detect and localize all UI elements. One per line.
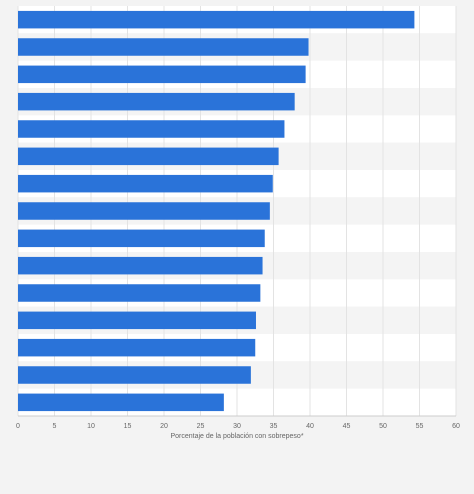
bar [18,256,263,275]
x-tick-label: 10 [87,423,95,430]
x-tick-label: 55 [416,423,424,430]
x-tick-label: 25 [197,423,205,430]
bar [18,38,309,56]
x-tick-label: 0 [16,423,20,430]
bar [18,284,261,302]
bar [18,393,224,412]
x-tick-label: 5 [53,423,57,430]
bar [18,311,256,330]
x-tick-label: 45 [343,423,351,430]
bar [18,338,256,357]
bars-group [18,10,415,412]
bar [18,65,306,84]
bar [18,174,273,193]
bar [18,120,285,138]
x-axis-ticks: 0 5 10 15 20 25 30 35 40 45 50 55 60 [16,423,460,430]
bar [18,92,295,111]
x-tick-label: 60 [452,423,460,430]
bar [18,366,251,384]
bar [18,202,270,220]
x-tick-label: 20 [160,423,168,430]
bar [18,147,279,166]
x-tick-label: 40 [306,423,314,430]
x-tick-label: 30 [233,423,241,430]
bar [18,229,265,248]
x-axis-title: Porcentaje de la población con sobrepeso… [170,433,303,440]
x-tick-label: 35 [270,423,278,430]
x-tick-label: 50 [379,423,387,430]
x-tick-label: 15 [124,423,132,430]
bar [18,10,415,29]
